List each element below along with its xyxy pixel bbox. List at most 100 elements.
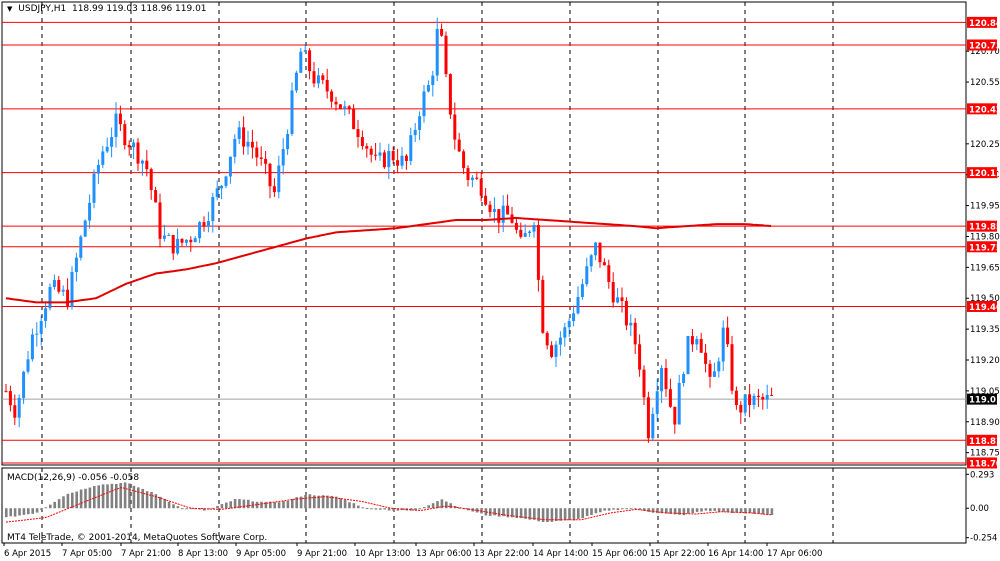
candle-body [409, 135, 413, 162]
price-tick-label: 118.75 [970, 449, 1000, 459]
macd-histogram-bar [726, 508, 730, 513]
candle-body [488, 204, 492, 213]
macd-histogram-bar [203, 508, 206, 511]
candle-body [123, 124, 127, 146]
candle-body [272, 186, 276, 193]
candle-body [44, 308, 48, 321]
macd-histogram-bar [528, 508, 532, 520]
macd-histogram-bar [484, 508, 488, 516]
level-price-label: 118.70 [969, 459, 1000, 469]
price-tick-label: 119.35 [970, 325, 1000, 335]
ohlc-values: 118.99 119.03 118.96 119.01 [71, 4, 207, 14]
macd-histogram-bar [22, 508, 26, 515]
level-price-label: 119.75 [969, 243, 1000, 253]
macd-histogram-bar [269, 501, 272, 509]
candle-body [655, 391, 659, 414]
macd-histogram-bar [145, 491, 149, 509]
candle-body [74, 257, 78, 273]
candle-body [739, 405, 743, 413]
candle-body [651, 413, 655, 439]
macd-histogram-bar [537, 508, 540, 522]
level-price-badge [967, 16, 997, 28]
candle-body [598, 242, 602, 263]
candle-body [35, 333, 39, 335]
macd-histogram-bar [27, 508, 30, 515]
time-axis-label: 9 Apr 05:00 [236, 549, 286, 559]
macd-histogram-bar [128, 483, 131, 509]
candle-body [756, 395, 760, 397]
macd-histogram-bar [700, 508, 703, 512]
candle-body [26, 359, 30, 372]
candle-body [325, 79, 329, 92]
macd-histogram-bar [277, 502, 281, 509]
macd-histogram-bar [625, 508, 628, 510]
macd-histogram-bar [71, 492, 74, 509]
candle-body [466, 168, 470, 181]
macd-histogram-bar [581, 508, 584, 519]
candle-body [17, 397, 21, 418]
level-price-badge [967, 220, 997, 232]
macd-histogram-bar [365, 507, 369, 509]
macd-histogram-bar [559, 508, 562, 521]
macd-histogram-bar [286, 500, 290, 509]
macd-histogram-bar [409, 508, 413, 511]
candle-body [440, 28, 444, 36]
macd-histogram-bar [238, 499, 241, 509]
candle-body [479, 178, 483, 196]
macd-histogram-bar [414, 508, 417, 511]
candle-body [585, 266, 589, 285]
macd-label: MACD(12,26,9) -0.056 -0.058 [7, 473, 140, 483]
macd-histogram-bar [638, 508, 642, 510]
candle-body [224, 176, 228, 186]
dropdown-triangle-icon[interactable]: ▼ [7, 5, 13, 13]
candle-body [167, 235, 171, 237]
candle-body [70, 272, 74, 307]
macd-histogram-bar [44, 507, 48, 509]
macd-histogram-bar [546, 508, 549, 523]
macd-histogram-bar [361, 507, 364, 509]
macd-histogram-bar [97, 485, 100, 509]
level-price-label: 118.81 [969, 437, 1000, 447]
candle-body [118, 113, 122, 125]
macd-histogram-bar [321, 495, 325, 509]
candle-body [281, 149, 285, 166]
candle-body [501, 205, 505, 223]
macd-histogram-bar [770, 508, 774, 516]
macd-histogram-bar [519, 508, 523, 519]
macd-histogram-bar [339, 498, 342, 509]
macd-tick-label: -0.254 [970, 534, 997, 544]
price-tick-label: 119.20 [970, 356, 1000, 366]
symbol-label: USDJPY,H1 [18, 4, 67, 14]
candle-body [748, 394, 752, 405]
macd-histogram-bar [612, 508, 615, 510]
candle-body [646, 397, 650, 439]
level-price-label: 119.85 [969, 223, 1000, 233]
macd-histogram-bar [18, 508, 21, 516]
time-axis-label: 13 Apr 22:00 [474, 549, 529, 559]
candle-body [492, 209, 496, 213]
candle-body [611, 281, 615, 303]
candle-body [66, 289, 70, 307]
candle-body [497, 209, 501, 223]
macd-histogram-bar [731, 508, 734, 514]
macd-tick-label: 0.293 [970, 470, 994, 480]
candle-body [61, 289, 65, 292]
candle-body [690, 336, 694, 345]
candle-body [228, 156, 232, 177]
macd-histogram-bar [761, 508, 765, 515]
price-tick-label: 119.80 [970, 232, 1000, 242]
level-price-label: 119.46 [969, 303, 1000, 313]
macd-histogram-bar [255, 501, 259, 509]
candle-body [162, 235, 166, 239]
candle-body [176, 238, 180, 254]
candle-body [13, 405, 17, 418]
macd-histogram-bar [53, 501, 56, 509]
candle-body [528, 231, 532, 234]
macd-histogram-bar [651, 508, 655, 513]
candle-body [189, 239, 193, 243]
macd-histogram-bar [541, 508, 545, 523]
macd-histogram-bar [590, 508, 593, 515]
candle-body [550, 345, 554, 357]
macd-histogram-bar [511, 508, 514, 518]
